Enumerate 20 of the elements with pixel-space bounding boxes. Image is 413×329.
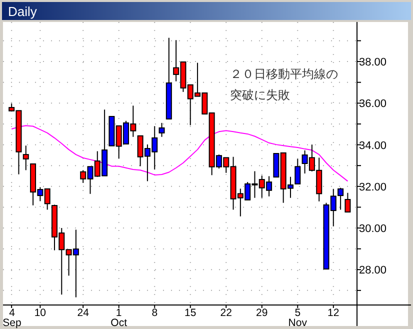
y-tick-label: 36.00 — [359, 98, 387, 110]
annotation: ２０日移動平均線の — [230, 67, 338, 81]
y-tick-label: 32.00 — [359, 181, 387, 194]
title: Daily — [8, 4, 37, 19]
x-tick-label: 15 — [184, 307, 196, 319]
x-tick-label: 24 — [77, 307, 90, 319]
annotation: 突破に失敗 — [230, 88, 290, 102]
line-series — [11, 125, 348, 182]
x-tick-label: 4 Sep — [2, 307, 22, 329]
x-tick-label: 8 — [152, 307, 158, 319]
y-tick-label: 34.00 — [359, 140, 387, 152]
x-tick-label: 5 Nov — [288, 307, 308, 329]
x-tick-label: 1 Oct — [110, 307, 128, 329]
y-tick-label: 28.00 — [359, 264, 387, 277]
x-tick-label: 22 — [220, 307, 232, 319]
x-tick-label: 12 — [328, 307, 340, 319]
x-tick-label: 10 — [34, 307, 46, 319]
y-tick-label: 30.00 — [359, 223, 387, 236]
x-tick-label: 29 — [256, 307, 268, 319]
y-tick-label: 38.00 — [359, 56, 387, 69]
